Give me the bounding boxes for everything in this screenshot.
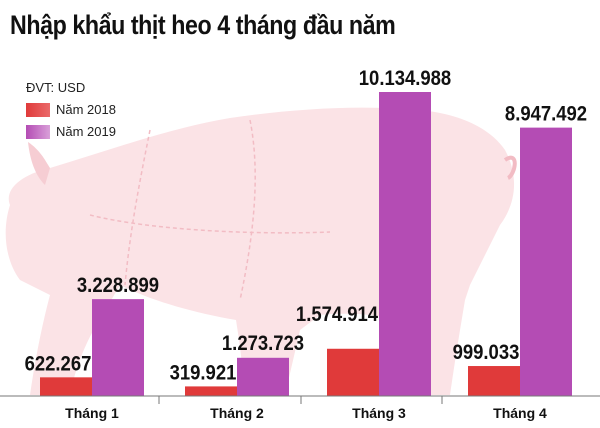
value-label-2019-3: 10.134.988 [359,67,451,90]
pig-cut-line-1 [124,129,151,286]
legend-item-2018: Năm 2018 [26,102,116,117]
bar-2018-4 [468,366,520,396]
pig-cut-line-2 [239,119,256,301]
bar-2019-3 [379,92,431,396]
chart-title: Nhập khẩu thịt heo 4 tháng đầu năm [10,10,396,40]
bar-2019-2 [237,357,289,396]
value-label-2018-4: 999.033 [453,341,520,364]
legend-swatch-2019 [26,124,50,139]
bar-2019-1 [92,299,144,396]
x-tick-label-2: Tháng 2 [210,405,264,421]
unit-label: ĐVT: USD [26,80,86,95]
value-label-2019-2: 1.273.723 [222,332,304,355]
value-label-2018-2: 319.921 [170,361,237,384]
pig-ear [28,142,50,185]
value-label-2018-3: 1.574.914 [296,303,378,326]
pig-cut-line-3 [89,214,331,234]
bar-2018-2 [185,386,237,396]
legend-label-2019: Năm 2019 [56,124,116,139]
legend-swatch-2018 [26,102,50,117]
legend-item-2019: Năm 2019 [26,124,116,139]
bar-2018-1 [40,377,92,396]
x-tick-label-1: Tháng 1 [65,405,119,421]
x-tick-label-4: Tháng 4 [493,405,547,421]
legend-label-2018: Năm 2018 [56,102,116,117]
x-tick-label-3: Tháng 3 [352,405,406,421]
pig-tail [503,155,517,180]
bar-2019-4 [520,127,572,396]
value-label-2019-4: 8.947.492 [505,103,587,126]
bar-2018-3 [327,348,379,396]
value-label-2019-1: 3.228.899 [77,274,159,297]
value-label-2018-1: 622.267 [25,352,92,375]
